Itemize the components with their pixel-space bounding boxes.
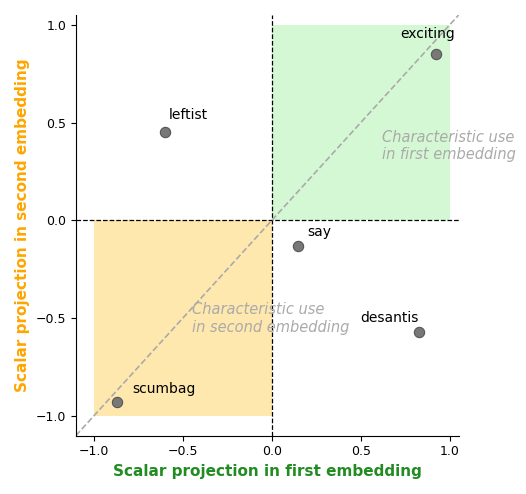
Point [294,242,302,250]
Y-axis label: Scalar projection in second embedding: Scalar projection in second embedding [15,59,30,392]
Text: desantis: desantis [361,311,419,325]
Point [160,128,169,136]
Text: Characteristic use
in second embedding: Characteristic use in second embedding [191,302,349,334]
Text: scumbag: scumbag [133,382,196,396]
Point [113,399,121,407]
Text: leftist: leftist [168,108,207,122]
Text: Characteristic use
in first embedding: Characteristic use in first embedding [382,130,516,163]
Text: exciting: exciting [400,28,454,41]
Text: say: say [307,225,331,239]
Bar [271,25,450,220]
Point [415,328,423,336]
Point [431,50,440,58]
X-axis label: Scalar projection in first embedding: Scalar projection in first embedding [113,464,422,479]
Bar [94,220,271,416]
